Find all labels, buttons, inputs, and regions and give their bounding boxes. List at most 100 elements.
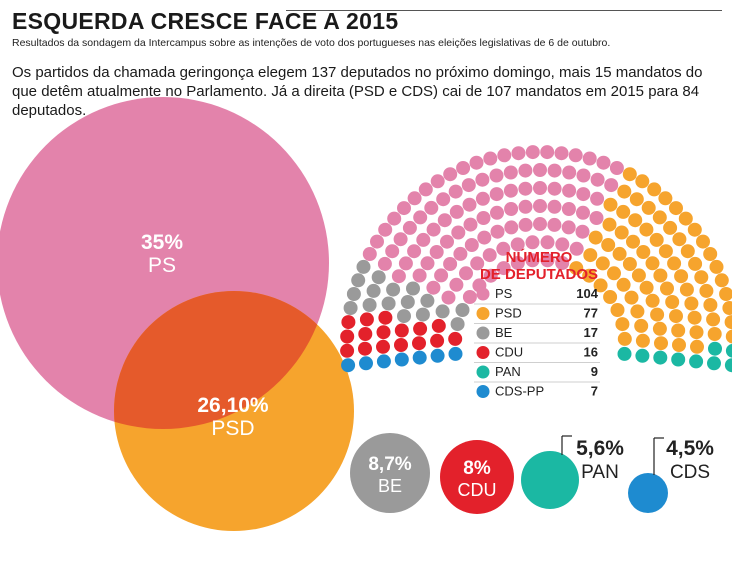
legend-name-ps: PS: [495, 286, 513, 301]
seat-cdu: [448, 331, 463, 346]
seat-cdu: [394, 338, 408, 352]
seat-psd: [707, 327, 722, 341]
seat-psd: [699, 283, 714, 298]
seat-psd: [688, 256, 703, 271]
seat-ps: [448, 184, 463, 199]
seat-ps: [451, 225, 466, 240]
seat-cds-pp: [430, 348, 445, 363]
seat-psd: [722, 301, 732, 315]
seat-psd: [641, 200, 656, 215]
seat-ps: [453, 246, 468, 261]
seat-ps: [596, 155, 611, 170]
seat-psd: [622, 167, 637, 182]
seat-ps: [562, 165, 577, 180]
seat-psd: [672, 338, 686, 352]
seat-psd: [617, 331, 632, 346]
seat-ps: [420, 256, 435, 271]
seat-ps: [497, 148, 512, 163]
seat-pan: [689, 354, 704, 369]
seat-cds-pp: [394, 352, 409, 367]
seat-ps: [463, 217, 478, 232]
seat-psd: [674, 269, 689, 284]
parliament-seats: [340, 145, 732, 373]
seat-psd: [617, 184, 632, 199]
seat-ps: [398, 256, 413, 271]
seat-ps: [547, 199, 562, 214]
seat-psd: [694, 270, 709, 285]
seat-psd: [703, 298, 718, 312]
seat-psd: [706, 312, 721, 327]
seat-ps: [429, 245, 444, 259]
seat-psd: [684, 296, 699, 311]
seat-be: [381, 296, 396, 311]
seat-ps: [518, 181, 533, 196]
seat-psd: [639, 222, 654, 237]
seat-psd: [696, 234, 710, 249]
legend-name-be: BE: [495, 325, 513, 340]
seat-ps: [576, 168, 591, 183]
seat-psd: [626, 234, 640, 249]
seat-psd: [687, 310, 702, 325]
label-be-name: BE: [378, 476, 402, 496]
seat-ps: [449, 277, 464, 292]
seat-cdu: [412, 336, 426, 351]
legend-value-be: 17: [584, 325, 598, 340]
seat-cds-pp: [341, 358, 356, 373]
bubble-pan: [521, 451, 579, 509]
seat-cdu: [394, 323, 409, 338]
seat-psd: [680, 244, 695, 259]
seat-cdu: [431, 318, 446, 333]
seat-pan: [671, 352, 686, 367]
label-ps-pct: 35%: [141, 231, 183, 254]
seat-ps: [533, 181, 547, 195]
seat-pan: [707, 356, 721, 371]
seat-psd: [635, 174, 650, 189]
legend-value-cds-pp: 7: [591, 384, 598, 399]
seat-psd: [588, 230, 603, 245]
seat-ps: [496, 261, 511, 276]
seat-ps: [490, 205, 504, 220]
seat-ps: [387, 211, 402, 226]
seat-ps: [568, 148, 583, 163]
seat-ps: [555, 256, 570, 270]
seat-ps: [504, 220, 519, 235]
seat-psd: [669, 309, 683, 324]
seat-cds-pp: [412, 350, 427, 365]
seat-ps: [489, 187, 504, 202]
legend-dot-cds-pp: [476, 385, 490, 398]
seat-psd: [679, 282, 694, 297]
legend-value-cdu: 16: [584, 345, 598, 360]
seat-ps: [609, 161, 624, 175]
seat-psd: [703, 247, 718, 261]
seat-ps: [547, 163, 562, 178]
seat-psd: [645, 293, 660, 308]
seat-psd: [639, 280, 654, 295]
seat-psd: [658, 191, 673, 206]
seat-ps: [503, 183, 518, 198]
seat-psd: [595, 256, 610, 271]
seat-cdu: [376, 339, 390, 354]
seat-psd: [653, 268, 668, 283]
seat-ps: [426, 280, 441, 295]
seat-ps: [496, 241, 511, 256]
seat-be: [371, 270, 386, 285]
legend-name-psd: PSD: [495, 306, 522, 321]
legend-dot-cdu: [476, 346, 490, 359]
seat-psd: [622, 257, 637, 271]
seat-ps: [464, 238, 479, 252]
legend-dot-pan: [476, 365, 490, 379]
seat-psd: [687, 222, 702, 237]
seat-psd: [660, 281, 674, 296]
seat-ps: [510, 256, 525, 270]
label-cds-pct: 4,5%: [666, 437, 714, 460]
seat-ps: [483, 151, 498, 166]
label-psd-pct: 26,10%: [197, 394, 269, 417]
seat-be: [415, 307, 430, 322]
seat-ps: [449, 204, 464, 219]
chart-subtitle: Resultados da sondagem da Intercampus so…: [12, 37, 611, 49]
seat-ps: [533, 163, 547, 177]
seat-psd: [612, 246, 627, 261]
seat-psd: [725, 329, 732, 344]
seat-ps: [426, 222, 441, 237]
seat-ps: [525, 145, 540, 160]
